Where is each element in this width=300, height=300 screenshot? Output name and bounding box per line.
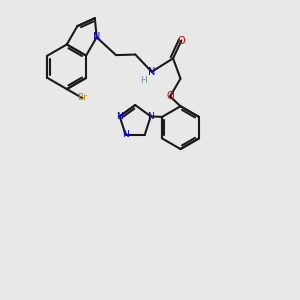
Text: N: N xyxy=(147,112,154,121)
Text: N: N xyxy=(122,130,129,139)
Text: O: O xyxy=(178,36,185,46)
Text: O: O xyxy=(166,92,174,101)
Text: H: H xyxy=(140,76,147,85)
Text: N: N xyxy=(116,112,123,121)
Text: N: N xyxy=(148,67,155,77)
Text: Br: Br xyxy=(77,94,87,103)
Text: N: N xyxy=(93,32,100,42)
